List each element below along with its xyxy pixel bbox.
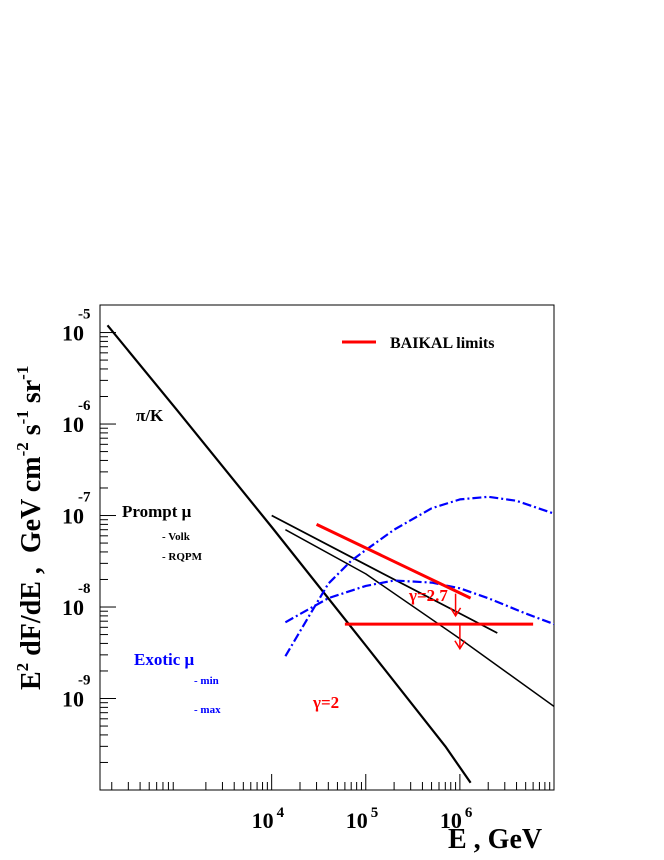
y-axis-label: E2 dF/dE , GeV cm-2 s-1 sr-1 [13, 366, 47, 690]
annotation-exotic-min: - min [194, 675, 219, 687]
annotation-exotic: Exotic μ [134, 650, 195, 669]
y-axis-label-e: E [16, 671, 47, 690]
x-tick-label: 10 4 [252, 805, 285, 833]
annotation-gamma-2-7: γ=2.7 [408, 586, 448, 605]
x-tick-label: 10 5 [346, 805, 379, 833]
y-axis-label-sup3: -1 [13, 410, 32, 424]
x-tick-label: 10 6 [440, 805, 473, 833]
y-tick-label: 10-9 [62, 673, 91, 712]
y-axis-label-sup4: -1 [13, 366, 32, 380]
limit-gamma27 [315, 523, 472, 600]
y-tick-label: 10-6 [62, 398, 91, 437]
series-exotic-max [284, 495, 554, 657]
annotation-volk: - Volk [162, 531, 191, 543]
annotation-gamma-2: γ=2 [312, 693, 339, 712]
y-axis-label-sr: sr [16, 380, 47, 410]
series-rqpm [285, 529, 554, 708]
x-axis-label: E , GeV [448, 824, 542, 855]
annotation-prompt: Prompt μ [122, 502, 192, 521]
y-tick-label: 10-8 [62, 581, 91, 620]
series-volk [271, 514, 498, 634]
y-tick-label: 10-5 [62, 307, 91, 346]
series-layer [106, 324, 554, 784]
ticks-layer: 10 4 10 5 10 6 10-5 10-6 10-7 10-8 10-9 [62, 304, 551, 833]
arrow-gamma27 [449, 593, 462, 618]
annotation-exotic-max: - max [194, 704, 221, 716]
legend-label: BAIKAL limits [390, 335, 494, 352]
series-piK [106, 324, 472, 784]
y-axis-label-s: s [16, 424, 47, 442]
arrow-gamma2 [454, 624, 466, 651]
y-axis-label-main: dF/dE , GeV cm [16, 456, 47, 662]
plot-frame [99, 304, 555, 791]
y-axis-label-sup1: 2 [13, 663, 32, 672]
annotation-rqpm: - RQPM [162, 551, 203, 563]
legend: BAIKAL limits [342, 335, 494, 352]
annotation-pi-k: π/K [136, 406, 164, 425]
y-tick-label: 10-7 [62, 490, 91, 529]
series-exotic-min [284, 579, 554, 626]
y-axis-label-sup2: -2 [13, 442, 32, 456]
